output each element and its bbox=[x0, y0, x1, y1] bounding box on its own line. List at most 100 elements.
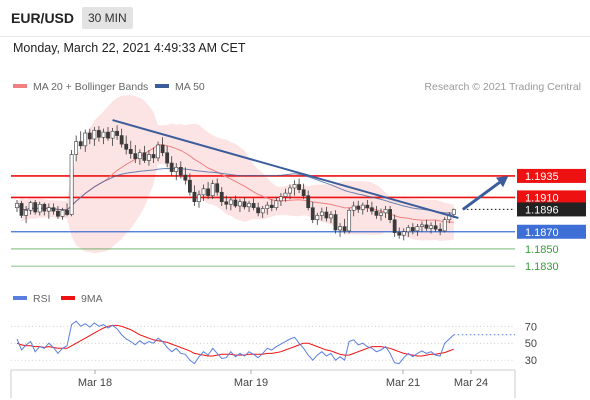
candle-body bbox=[228, 199, 233, 205]
candle-body bbox=[133, 153, 138, 160]
candle-body bbox=[78, 141, 83, 147]
candle-body bbox=[233, 199, 238, 207]
candle-body bbox=[315, 215, 320, 221]
rsi-legend-swatch bbox=[61, 296, 75, 300]
chart-header: EUR/USD 30 MIN bbox=[0, 0, 590, 37]
candle-body bbox=[292, 184, 297, 189]
candle-body bbox=[115, 130, 120, 136]
candle-body bbox=[37, 203, 42, 213]
level-label-resistance: 1.1935 bbox=[525, 171, 559, 183]
candle-body bbox=[410, 227, 415, 232]
candle-body bbox=[415, 226, 420, 232]
candle-body bbox=[338, 226, 342, 231]
candle-body bbox=[19, 203, 24, 216]
candle-body bbox=[429, 225, 433, 229]
candle-body bbox=[147, 154, 151, 161]
candle-body bbox=[188, 179, 192, 193]
candle-body bbox=[401, 231, 406, 236]
candle-body bbox=[60, 209, 65, 217]
candle-body bbox=[392, 219, 397, 233]
ma20-line bbox=[16, 144, 454, 223]
legend-swatch bbox=[13, 84, 27, 88]
candle-body bbox=[274, 200, 279, 209]
trendline bbox=[112, 119, 459, 219]
candle-body bbox=[151, 154, 156, 159]
candle-body bbox=[24, 209, 29, 216]
candle-body bbox=[374, 210, 379, 216]
candle-body bbox=[365, 204, 370, 209]
level-label-target: 1.1830 bbox=[525, 261, 559, 273]
candle-body bbox=[110, 130, 115, 139]
candle-body bbox=[288, 187, 292, 194]
candle-body bbox=[183, 174, 188, 181]
candle-body bbox=[74, 141, 79, 155]
candle-body bbox=[447, 214, 452, 221]
candle-body bbox=[324, 211, 329, 219]
candle-body bbox=[251, 203, 256, 209]
candle-body bbox=[269, 204, 274, 209]
candle-body bbox=[329, 214, 333, 219]
candle-body bbox=[192, 191, 197, 202]
candle-body bbox=[142, 152, 147, 161]
candle-body bbox=[310, 207, 315, 221]
candle-body bbox=[369, 207, 374, 212]
annotations bbox=[112, 119, 509, 219]
rsi-ma-line bbox=[16, 324, 454, 357]
candle-body bbox=[265, 204, 270, 209]
candle-body bbox=[65, 209, 69, 215]
candle-body bbox=[197, 194, 201, 202]
rsi-tick-label: 30 bbox=[525, 355, 537, 367]
candle-body bbox=[406, 227, 411, 233]
candle-body bbox=[46, 207, 51, 212]
symbol-label: EUR/USD bbox=[11, 10, 75, 26]
candle-body bbox=[106, 131, 110, 139]
candle-body bbox=[92, 130, 97, 140]
rsi-legend-label: RSI bbox=[33, 293, 51, 305]
x-tick-label: Mar 24 bbox=[454, 377, 488, 389]
candle-body bbox=[83, 132, 88, 147]
candle-body bbox=[33, 202, 38, 213]
candle-body bbox=[242, 201, 247, 208]
candle-body bbox=[224, 201, 229, 205]
datetime-label: Monday, March 22, 2021 4:49:33 AM CET bbox=[13, 41, 246, 55]
candle-body bbox=[210, 183, 215, 196]
candle-body bbox=[178, 167, 183, 176]
candle-body bbox=[124, 143, 129, 150]
candle-body bbox=[424, 224, 429, 229]
candle-body bbox=[451, 209, 456, 215]
candle-body bbox=[260, 208, 265, 214]
candle-body bbox=[442, 219, 447, 232]
price-levels bbox=[11, 175, 515, 267]
candle-body bbox=[165, 152, 170, 164]
level-label-box bbox=[517, 190, 586, 205]
rsi-panel: RSI 9MA 70 50 30 bbox=[11, 293, 537, 367]
candle-body bbox=[283, 192, 288, 197]
candle-body bbox=[347, 209, 352, 232]
rsi-tick-label: 50 bbox=[525, 338, 537, 350]
candle-body bbox=[206, 188, 211, 196]
candle-body bbox=[28, 202, 33, 211]
bollinger-band-area bbox=[17, 95, 454, 254]
candle-body bbox=[433, 225, 438, 230]
ma50-line bbox=[16, 167, 454, 214]
candle-body bbox=[160, 144, 165, 154]
candle-body bbox=[297, 184, 302, 190]
candle-body bbox=[101, 131, 106, 138]
x-axis: Mar 18 Mar 19 Mar 21 Mar 24 bbox=[10, 369, 516, 398]
timeframe-button[interactable]: 30 MIN bbox=[82, 7, 133, 29]
candles bbox=[15, 125, 456, 241]
level-label-current: 1.1896 bbox=[525, 204, 559, 216]
candle-body bbox=[278, 196, 283, 202]
forecast-arrow-head bbox=[496, 175, 509, 188]
candle-body bbox=[87, 132, 92, 140]
rsi-line bbox=[16, 320, 455, 365]
rsi-legend-swatch bbox=[13, 296, 27, 300]
candle-body bbox=[215, 183, 220, 193]
candle-body bbox=[219, 191, 224, 202]
level-label-box bbox=[517, 202, 586, 217]
rsi-tick-label: 70 bbox=[525, 321, 537, 333]
x-tick-label: Mar 21 bbox=[386, 377, 420, 389]
candle-body bbox=[201, 188, 206, 196]
candle-body bbox=[69, 154, 74, 215]
